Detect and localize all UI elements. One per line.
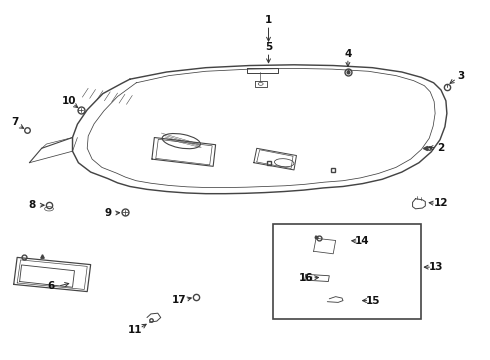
- Text: 9: 9: [104, 208, 111, 218]
- Text: 5: 5: [265, 42, 272, 52]
- Text: 4: 4: [344, 49, 352, 59]
- Text: 6: 6: [48, 281, 55, 291]
- Bar: [273, 224, 421, 319]
- Text: 13: 13: [429, 262, 443, 272]
- Text: 10: 10: [61, 96, 76, 106]
- Text: 17: 17: [172, 294, 186, 305]
- Text: 12: 12: [434, 198, 448, 208]
- Text: 2: 2: [438, 143, 444, 153]
- Text: 11: 11: [127, 325, 142, 336]
- Text: 14: 14: [355, 236, 370, 246]
- Text: 7: 7: [11, 117, 19, 127]
- Text: 3: 3: [457, 71, 464, 81]
- Text: 1: 1: [265, 15, 272, 25]
- Text: 16: 16: [299, 273, 314, 283]
- Text: 15: 15: [366, 296, 381, 306]
- Text: 8: 8: [28, 200, 35, 210]
